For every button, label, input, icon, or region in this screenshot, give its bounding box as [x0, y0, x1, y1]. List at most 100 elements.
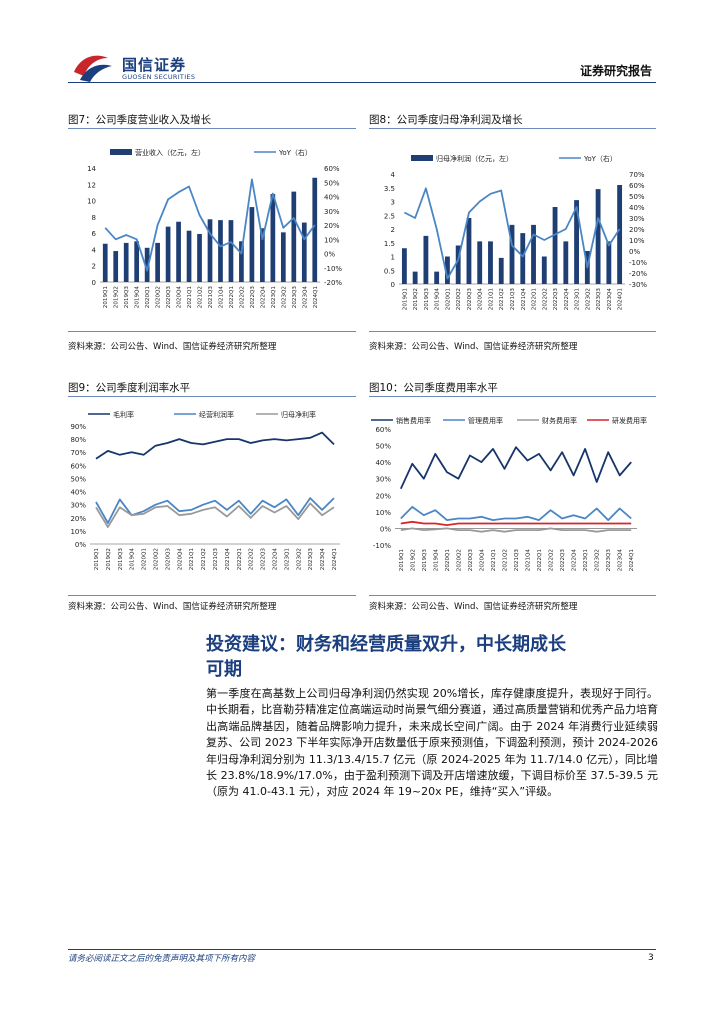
x-tick: 2021Q1 [488, 288, 494, 311]
y-left-tick: 2 [391, 226, 395, 234]
x-tick: 2021Q3 [514, 549, 520, 572]
x-tick: 2020Q1 [145, 286, 151, 309]
bar [144, 247, 150, 282]
x-tick: 2020Q2 [153, 548, 159, 570]
y-left-tick: 3.5 [384, 185, 395, 193]
bar [197, 233, 202, 282]
fig10-expense-ratio-chart: -10% 0% 10% 20% 30% 40% 50% 60% 2019Q1 2019Q2 2019… [371, 416, 647, 572]
y-left-tick: 2 [92, 263, 96, 271]
x-tick: 2023Q3 [606, 549, 612, 572]
y-right-tick: 50% [324, 179, 340, 187]
legend-label: 管理费用率 [468, 416, 503, 425]
bar [165, 226, 171, 282]
y-tick: 50% [70, 475, 86, 483]
bar [270, 194, 276, 282]
x-tick: 2023Q4 [618, 549, 624, 572]
y-tick: 90% [70, 423, 86, 431]
y-right-tick: 40% [629, 204, 645, 212]
bar [434, 271, 440, 284]
x-tick: 2019Q1 [94, 548, 100, 571]
bar [280, 232, 286, 282]
y-right-tick: 50% [629, 193, 645, 201]
y-left-tick: 3 [391, 199, 395, 207]
y-right-tick: -10% [324, 265, 342, 273]
x-tick: 2020Q1 [142, 548, 148, 571]
bar [260, 228, 265, 282]
report-type-label: 证券研究报告 [580, 64, 653, 78]
x-tick: 2019Q1 [103, 286, 109, 309]
x-tick: 2020Q4 [177, 548, 183, 571]
x-tick: 2024Q1 [332, 548, 338, 571]
x-tick: 2022Q1 [537, 549, 543, 572]
bar [401, 248, 407, 284]
y-right-tick: 0% [324, 251, 335, 259]
x-tick: 2021Q3 [510, 288, 516, 311]
fig8-net-profit-chart: 0 0.5 1 1.5 2 2.5 3 3.5 4 -30% -20% -10% 0% 10% 20% 30%… [384, 154, 648, 311]
x-tick: 2020Q1 [445, 288, 451, 311]
bar [176, 221, 181, 282]
y-tick: 70% [70, 449, 86, 457]
y-tick: 80% [70, 436, 86, 444]
y-tick: 10% [375, 509, 391, 517]
bar [563, 241, 569, 284]
x-tick: 2023Q4 [302, 286, 308, 309]
legend-bar-label: 营业收入（亿元，左） [135, 148, 205, 157]
y-right-tick: -30% [629, 281, 647, 289]
y-left-tick: 0 [391, 281, 395, 289]
x-tick: 2021Q4 [521, 288, 527, 311]
bar [477, 241, 483, 284]
bar [541, 256, 547, 284]
x-tick: 2020Q2 [456, 288, 462, 310]
x-tick: 2019Q3 [422, 549, 428, 572]
x-tick: 2019Q2 [410, 549, 416, 571]
x-tick: 2020Q2 [156, 286, 162, 308]
x-tick: 2020Q3 [467, 288, 473, 311]
x-tick: 2023Q3 [596, 288, 602, 311]
x-tick: 2020Q4 [478, 288, 484, 311]
bar [520, 233, 526, 284]
fig9-source: 资料来源：公司公告、Wind、国信证券经济研究所整理 [68, 602, 277, 612]
bar [509, 224, 515, 284]
x-tick: 2020Q4 [479, 549, 485, 572]
x-tick: 2019Q2 [413, 288, 419, 310]
fig8-title-rule [369, 128, 656, 129]
fig7-source-rule [68, 331, 356, 332]
fig8-title: 图8：公司季度归母净利润及增长 [369, 114, 523, 126]
bar [574, 200, 579, 284]
bar [498, 257, 504, 284]
y-right-tick: 30% [324, 208, 340, 216]
footer-divider [68, 949, 656, 950]
x-tick: 2023Q2 [585, 288, 591, 310]
bar [123, 242, 129, 282]
series-line [400, 520, 632, 526]
y-right-tick: 30% [629, 215, 645, 223]
bar [186, 230, 192, 282]
y-left-tick: 0.5 [384, 267, 395, 275]
x-tick: 2019Q3 [424, 288, 430, 311]
bar [488, 241, 493, 284]
bar [455, 245, 461, 284]
x-tick: 2022Q3 [560, 549, 566, 572]
x-tick: 2023Q3 [292, 286, 298, 309]
x-tick: 2023Q4 [320, 548, 326, 571]
x-tick: 2019Q3 [118, 548, 124, 571]
y-tick: 10% [70, 528, 86, 536]
series-line [400, 506, 632, 521]
bar [466, 218, 472, 284]
y-tick: 20% [375, 492, 391, 500]
legend-label: 销售费用率 [396, 416, 431, 425]
x-tick: 2024Q1 [313, 286, 319, 309]
legend-label: 毛利率 [113, 410, 134, 419]
bar [423, 235, 429, 284]
x-tick: 2021Q3 [213, 548, 219, 571]
x-tick: 2019Q1 [399, 549, 405, 572]
series-line [95, 502, 335, 528]
x-tick: 2022Q3 [553, 288, 559, 311]
y-left-tick: 4 [92, 246, 97, 254]
bar [301, 222, 307, 282]
x-tick: 2023Q2 [595, 549, 601, 571]
x-tick: 2021Q1 [187, 286, 193, 309]
fig10-source: 资料来源：公司公告、Wind、国信证券经济研究所整理 [369, 602, 578, 612]
y-right-tick: 10% [629, 237, 645, 245]
x-tick: 2019Q2 [106, 548, 112, 570]
